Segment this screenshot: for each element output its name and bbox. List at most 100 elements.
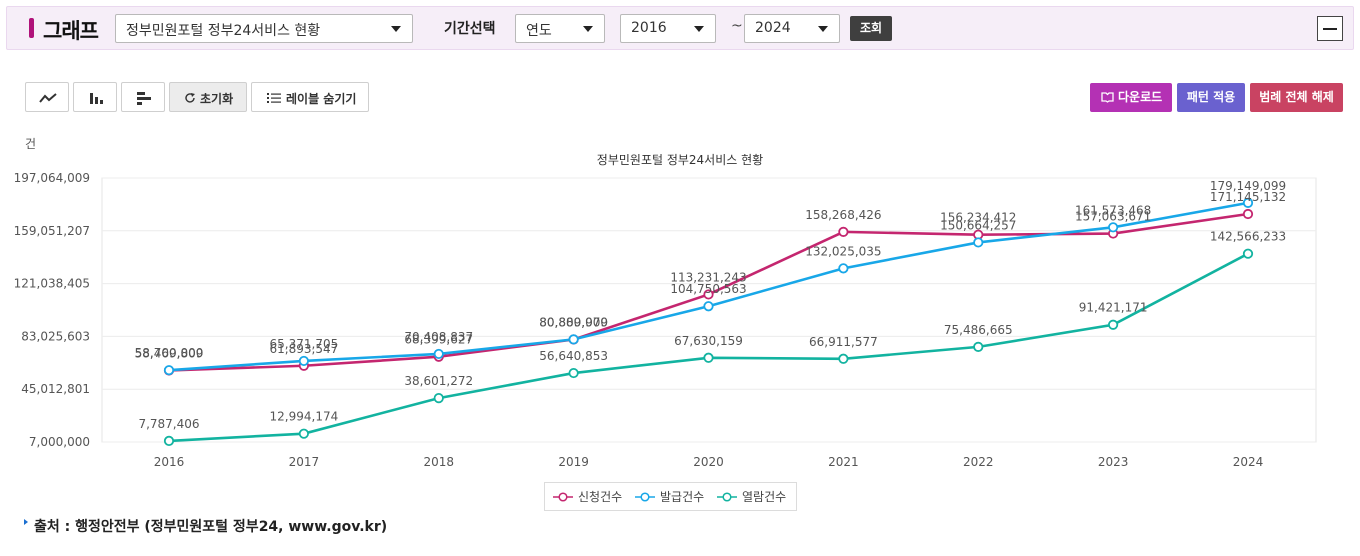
data-point[interactable]	[973, 237, 984, 248]
pattern-apply-button[interactable]: 패턴 적용	[1177, 83, 1245, 112]
data-point[interactable]	[433, 348, 444, 360]
y-tick-label: 83,025,603	[21, 329, 90, 343]
data-point[interactable]	[838, 226, 849, 237]
x-tick-label: 2021	[828, 455, 859, 469]
data-label: 156,234,412	[940, 211, 1016, 225]
reset-label: 초기화	[200, 92, 234, 106]
list-icon	[267, 93, 281, 103]
x-tick-label: 2019	[558, 455, 589, 469]
line-chart-icon	[39, 93, 57, 103]
refresh-icon	[185, 93, 195, 103]
legend-toggle-all-button[interactable]: 범례 전체 해제	[1250, 83, 1343, 112]
data-point[interactable]	[1242, 208, 1254, 220]
caret-icon	[24, 519, 28, 525]
data-point[interactable]	[163, 435, 175, 447]
x-tick-label: 2024	[1233, 455, 1264, 469]
y-tick-label: 45,012,801	[21, 382, 90, 396]
page-title: 그래프	[43, 19, 99, 43]
y-tick-label: 121,038,405	[14, 277, 90, 291]
dataset-select[interactable]: 정부민원포털 정부24서비스 현황	[115, 14, 413, 43]
data-point[interactable]	[703, 289, 714, 300]
data-label: 104,750,563	[670, 282, 746, 296]
period-unit-select[interactable]: 연도	[515, 14, 605, 43]
title-marker	[29, 18, 34, 38]
chart-title: 정부민원포털 정부24서비스 현황	[596, 153, 764, 167]
bar-chart-icon	[90, 93, 103, 104]
data-label: 179,149,099	[1210, 179, 1286, 193]
data-point[interactable]	[703, 301, 714, 312]
y-tick-label: 7,000,000	[29, 435, 90, 449]
data-point[interactable]	[568, 367, 579, 379]
data-point[interactable]	[298, 428, 309, 439]
data-point[interactable]	[1108, 222, 1119, 233]
y-tick-label: 197,064,009	[14, 171, 90, 185]
x-tick-label: 2018	[423, 455, 454, 469]
legend-svg: 신청건수 발급건수 열람건수	[553, 490, 786, 504]
bar-chart-button[interactable]	[73, 82, 117, 112]
range-separator: ~	[731, 18, 743, 34]
data-label: 68,399,627	[404, 333, 473, 347]
data-label: 161,573,468	[1075, 203, 1151, 217]
chevron-down-icon	[583, 26, 593, 32]
data-point[interactable]	[838, 353, 849, 364]
horizontal-bar-chart-button[interactable]	[121, 82, 165, 112]
data-label: 58,700,000	[135, 346, 204, 360]
line-chart-button[interactable]	[25, 82, 69, 112]
search-button[interactable]: 조회	[850, 16, 892, 41]
data-label: 58,469,809	[135, 347, 204, 361]
data-point[interactable]	[703, 352, 714, 363]
data-point[interactable]	[433, 393, 444, 404]
data-label: 171,145,132	[1210, 190, 1286, 204]
x-tick-label: 2023	[1098, 455, 1129, 469]
data-label: 67,630,159	[674, 334, 743, 348]
horizontal-bar-chart-icon	[137, 92, 151, 105]
end-year-select[interactable]: 2024	[744, 14, 840, 43]
x-tick-label: 2017	[289, 455, 320, 469]
data-label: 150,664,257	[940, 218, 1016, 232]
period-unit-value: 연도	[526, 23, 552, 39]
hide-labels-button[interactable]: 레이블 숨기기	[251, 82, 369, 112]
start-year-value: 2016	[631, 20, 667, 36]
chevron-down-icon	[694, 26, 704, 32]
minimize-button[interactable]	[1317, 16, 1343, 41]
download-label: 다운로드	[1118, 90, 1163, 104]
data-label: 7,787,406	[138, 417, 199, 431]
legend-label: 열람건수	[742, 490, 786, 504]
chart-legend: 신청건수 발급건수 열람건수	[544, 482, 797, 511]
x-tick-label: 2016	[154, 455, 185, 469]
legend-label: 신청건수	[578, 490, 622, 504]
legend-item[interactable]: 신청건수	[553, 490, 622, 504]
data-label: 91,421,171	[1079, 301, 1148, 315]
chevron-down-icon	[391, 26, 401, 32]
data-label: 12,994,174	[270, 410, 339, 424]
legend-item[interactable]: 열람건수	[717, 490, 786, 504]
data-point[interactable]	[1242, 197, 1254, 208]
reset-button[interactable]: 초기화	[169, 82, 247, 112]
legend-label: 발급건수	[660, 490, 704, 504]
download-button[interactable]: 다운로드	[1090, 83, 1172, 112]
data-label: 80,809,979	[539, 315, 608, 329]
data-point[interactable]	[838, 263, 849, 274]
data-point[interactable]	[973, 341, 984, 352]
dataset-select-value: 정부민원포털 정부24서비스 현황	[126, 23, 321, 39]
y-axis-unit-label: 건	[25, 137, 37, 151]
x-tick-label: 2020	[693, 455, 724, 469]
data-label: 158,268,426	[805, 208, 881, 222]
legend-item[interactable]: 발급건수	[635, 490, 704, 504]
data-point[interactable]	[568, 334, 579, 345]
data-label: 157,063,671	[1075, 210, 1151, 224]
data-point[interactable]	[1108, 319, 1119, 330]
data-label: 132,025,035	[805, 244, 881, 258]
data-label: 142,566,233	[1210, 230, 1286, 244]
data-point[interactable]	[1242, 248, 1254, 259]
data-label: 113,231,243	[670, 270, 746, 284]
end-year-value: 2024	[755, 20, 791, 36]
chevron-down-icon	[818, 26, 828, 32]
data-point[interactable]	[163, 365, 175, 376]
start-year-select[interactable]: 2016	[620, 14, 716, 43]
data-point[interactable]	[298, 355, 309, 367]
data-label: 75,486,665	[944, 323, 1013, 337]
y-tick-label: 159,051,207	[14, 224, 90, 238]
period-label: 기간선택	[444, 21, 496, 37]
